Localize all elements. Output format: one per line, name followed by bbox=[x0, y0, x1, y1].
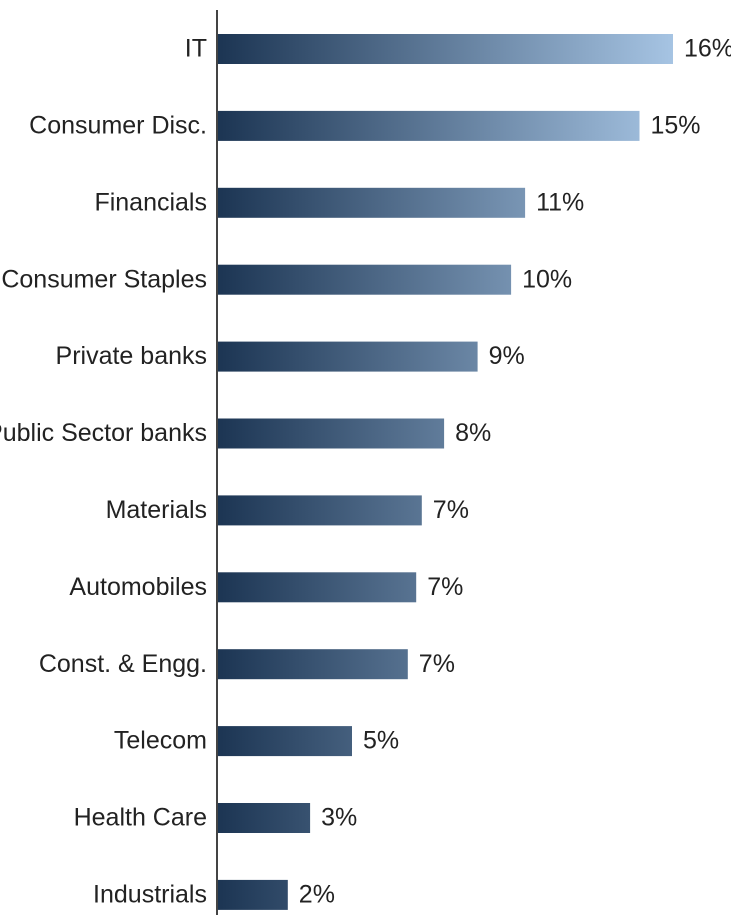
bars-group bbox=[218, 34, 673, 910]
bar-consumer-staples bbox=[218, 264, 512, 295]
value-label-health-care: 3% bbox=[321, 804, 357, 832]
bar-consumer-disc bbox=[218, 110, 640, 141]
value-label-private-banks: 9% bbox=[489, 342, 525, 370]
category-label-financials: Financials bbox=[94, 188, 207, 216]
category-label-automobiles: Automobiles bbox=[69, 573, 207, 601]
bar-it bbox=[218, 34, 673, 64]
category-label-industrials: Industrials bbox=[93, 881, 207, 909]
value-label-const-engg: 7% bbox=[419, 650, 455, 678]
category-label-it: IT bbox=[185, 35, 207, 63]
value-label-materials: 7% bbox=[433, 496, 469, 524]
value-label-automobiles: 7% bbox=[427, 573, 463, 601]
bar-industrials bbox=[218, 879, 288, 910]
bar-financials bbox=[218, 187, 526, 218]
bar-automobiles bbox=[218, 572, 417, 603]
category-label-consumer-staples: Consumer Staples bbox=[1, 265, 207, 293]
value-label-public-sector-banks: 8% bbox=[455, 419, 491, 447]
bar-private-banks bbox=[218, 341, 478, 372]
category-label-health-care: Health Care bbox=[74, 804, 207, 832]
value-labels: 16% 15% 11% 10% 9% 8% 7% 7% 7% 5% 3% 2% bbox=[299, 35, 731, 909]
category-label-telecom: Telecom bbox=[114, 727, 207, 755]
bar-materials bbox=[218, 495, 422, 526]
value-label-consumer-staples: 10% bbox=[522, 265, 572, 293]
bar-public-sector-banks bbox=[218, 418, 445, 449]
bar-health-care bbox=[218, 803, 311, 833]
category-label-const-engg: Const. & Engg. bbox=[39, 650, 207, 678]
bar-telecom bbox=[218, 726, 352, 757]
value-label-telecom: 5% bbox=[363, 727, 399, 755]
category-labels: IT Consumer Disc. Financials Consumer Stapl… bbox=[0, 35, 207, 909]
category-label-consumer-disc: Consumer Disc. bbox=[29, 112, 207, 140]
category-label-public-sector-banks: Public Sector banks bbox=[0, 419, 207, 447]
value-label-financials: 11% bbox=[536, 188, 584, 216]
bar-const-engg bbox=[218, 649, 408, 680]
value-label-industrials: 2% bbox=[299, 881, 335, 909]
value-label-it: 16% bbox=[684, 35, 731, 63]
category-label-private-banks: Private banks bbox=[56, 342, 207, 370]
value-label-consumer-disc: 15% bbox=[651, 112, 701, 140]
category-label-materials: Materials bbox=[106, 496, 207, 524]
